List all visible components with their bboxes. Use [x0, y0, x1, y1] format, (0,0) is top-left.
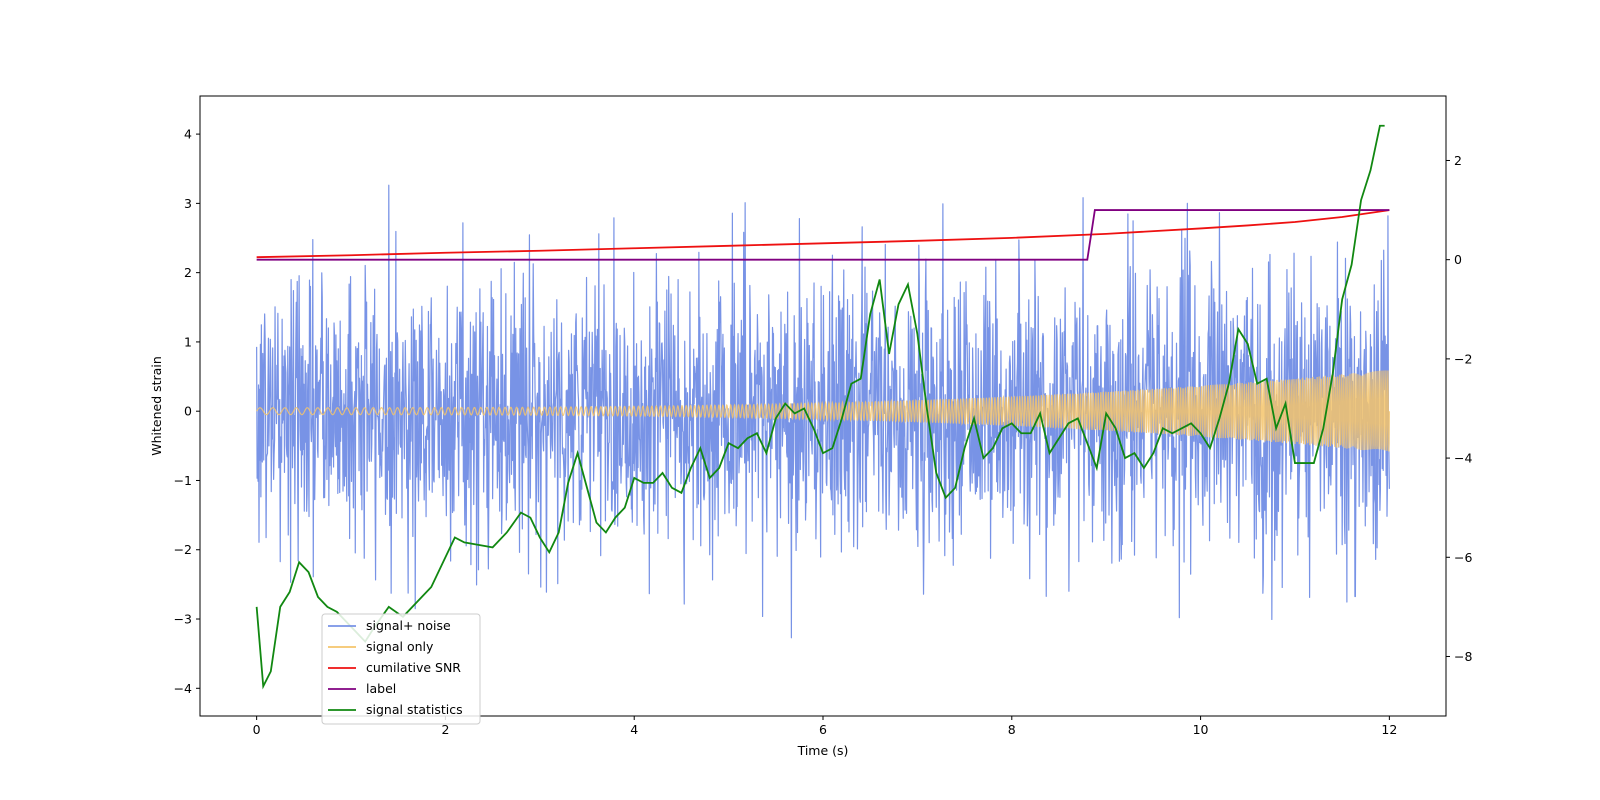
y2-tick-label: −8	[1454, 649, 1472, 664]
y-axis-label: Whitened strain	[149, 356, 164, 455]
y-tick-label: 2	[184, 265, 192, 280]
series-signal-only-line	[256, 370, 1390, 452]
y-tick-label: −2	[174, 542, 192, 557]
x-tick-label: 12	[1381, 722, 1397, 737]
x-tick-label: 0	[253, 722, 261, 737]
y-axis-right: −8 −6 −4 −2 0 2	[1446, 153, 1472, 664]
legend-label-signal-noise: signal+ noise	[366, 618, 451, 633]
x-tick-label: 10	[1193, 722, 1209, 737]
x-tick-label: 4	[630, 722, 638, 737]
legend-box	[321, 613, 481, 725]
y-tick-label: −1	[174, 473, 192, 488]
y2-tick-label: −2	[1454, 351, 1472, 366]
x-tick-label: 8	[1008, 722, 1016, 737]
legend-label-cumilative-snr: cumilative SNR	[366, 660, 461, 675]
series-signal-noise-line	[256, 184, 1390, 639]
y2-tick-label: 0	[1454, 252, 1462, 267]
legend: signal+ noise signal only cumilative SNR…	[321, 613, 481, 725]
legend-label-label: label	[366, 681, 396, 696]
x-tick-label: 2	[441, 722, 449, 737]
y2-tick-label: −4	[1454, 451, 1472, 466]
y-tick-label: −3	[174, 612, 192, 627]
series-cumilative-snr-line	[256, 209, 1390, 259]
series-signal-statistics-line	[255, 124, 1385, 690]
x-axis-label: Time (s)	[797, 743, 849, 758]
legend-label-signal-only: signal only	[366, 639, 434, 654]
y-tick-label: −4	[174, 681, 192, 696]
y-tick-label: 0	[184, 404, 192, 419]
y2-tick-label: −6	[1454, 550, 1472, 565]
x-tick-label: 6	[819, 722, 827, 737]
y-tick-label: 4	[184, 127, 192, 142]
y2-tick-label: 2	[1454, 153, 1462, 168]
series-label-line	[256, 209, 1390, 261]
legend-label-signal-statistics: signal statistics	[366, 702, 463, 717]
y-tick-label: 3	[184, 196, 192, 211]
y-axis-left: −4 −3 −2 −1 0 1 2 3 4	[174, 127, 200, 696]
y-tick-label: 1	[184, 334, 192, 349]
